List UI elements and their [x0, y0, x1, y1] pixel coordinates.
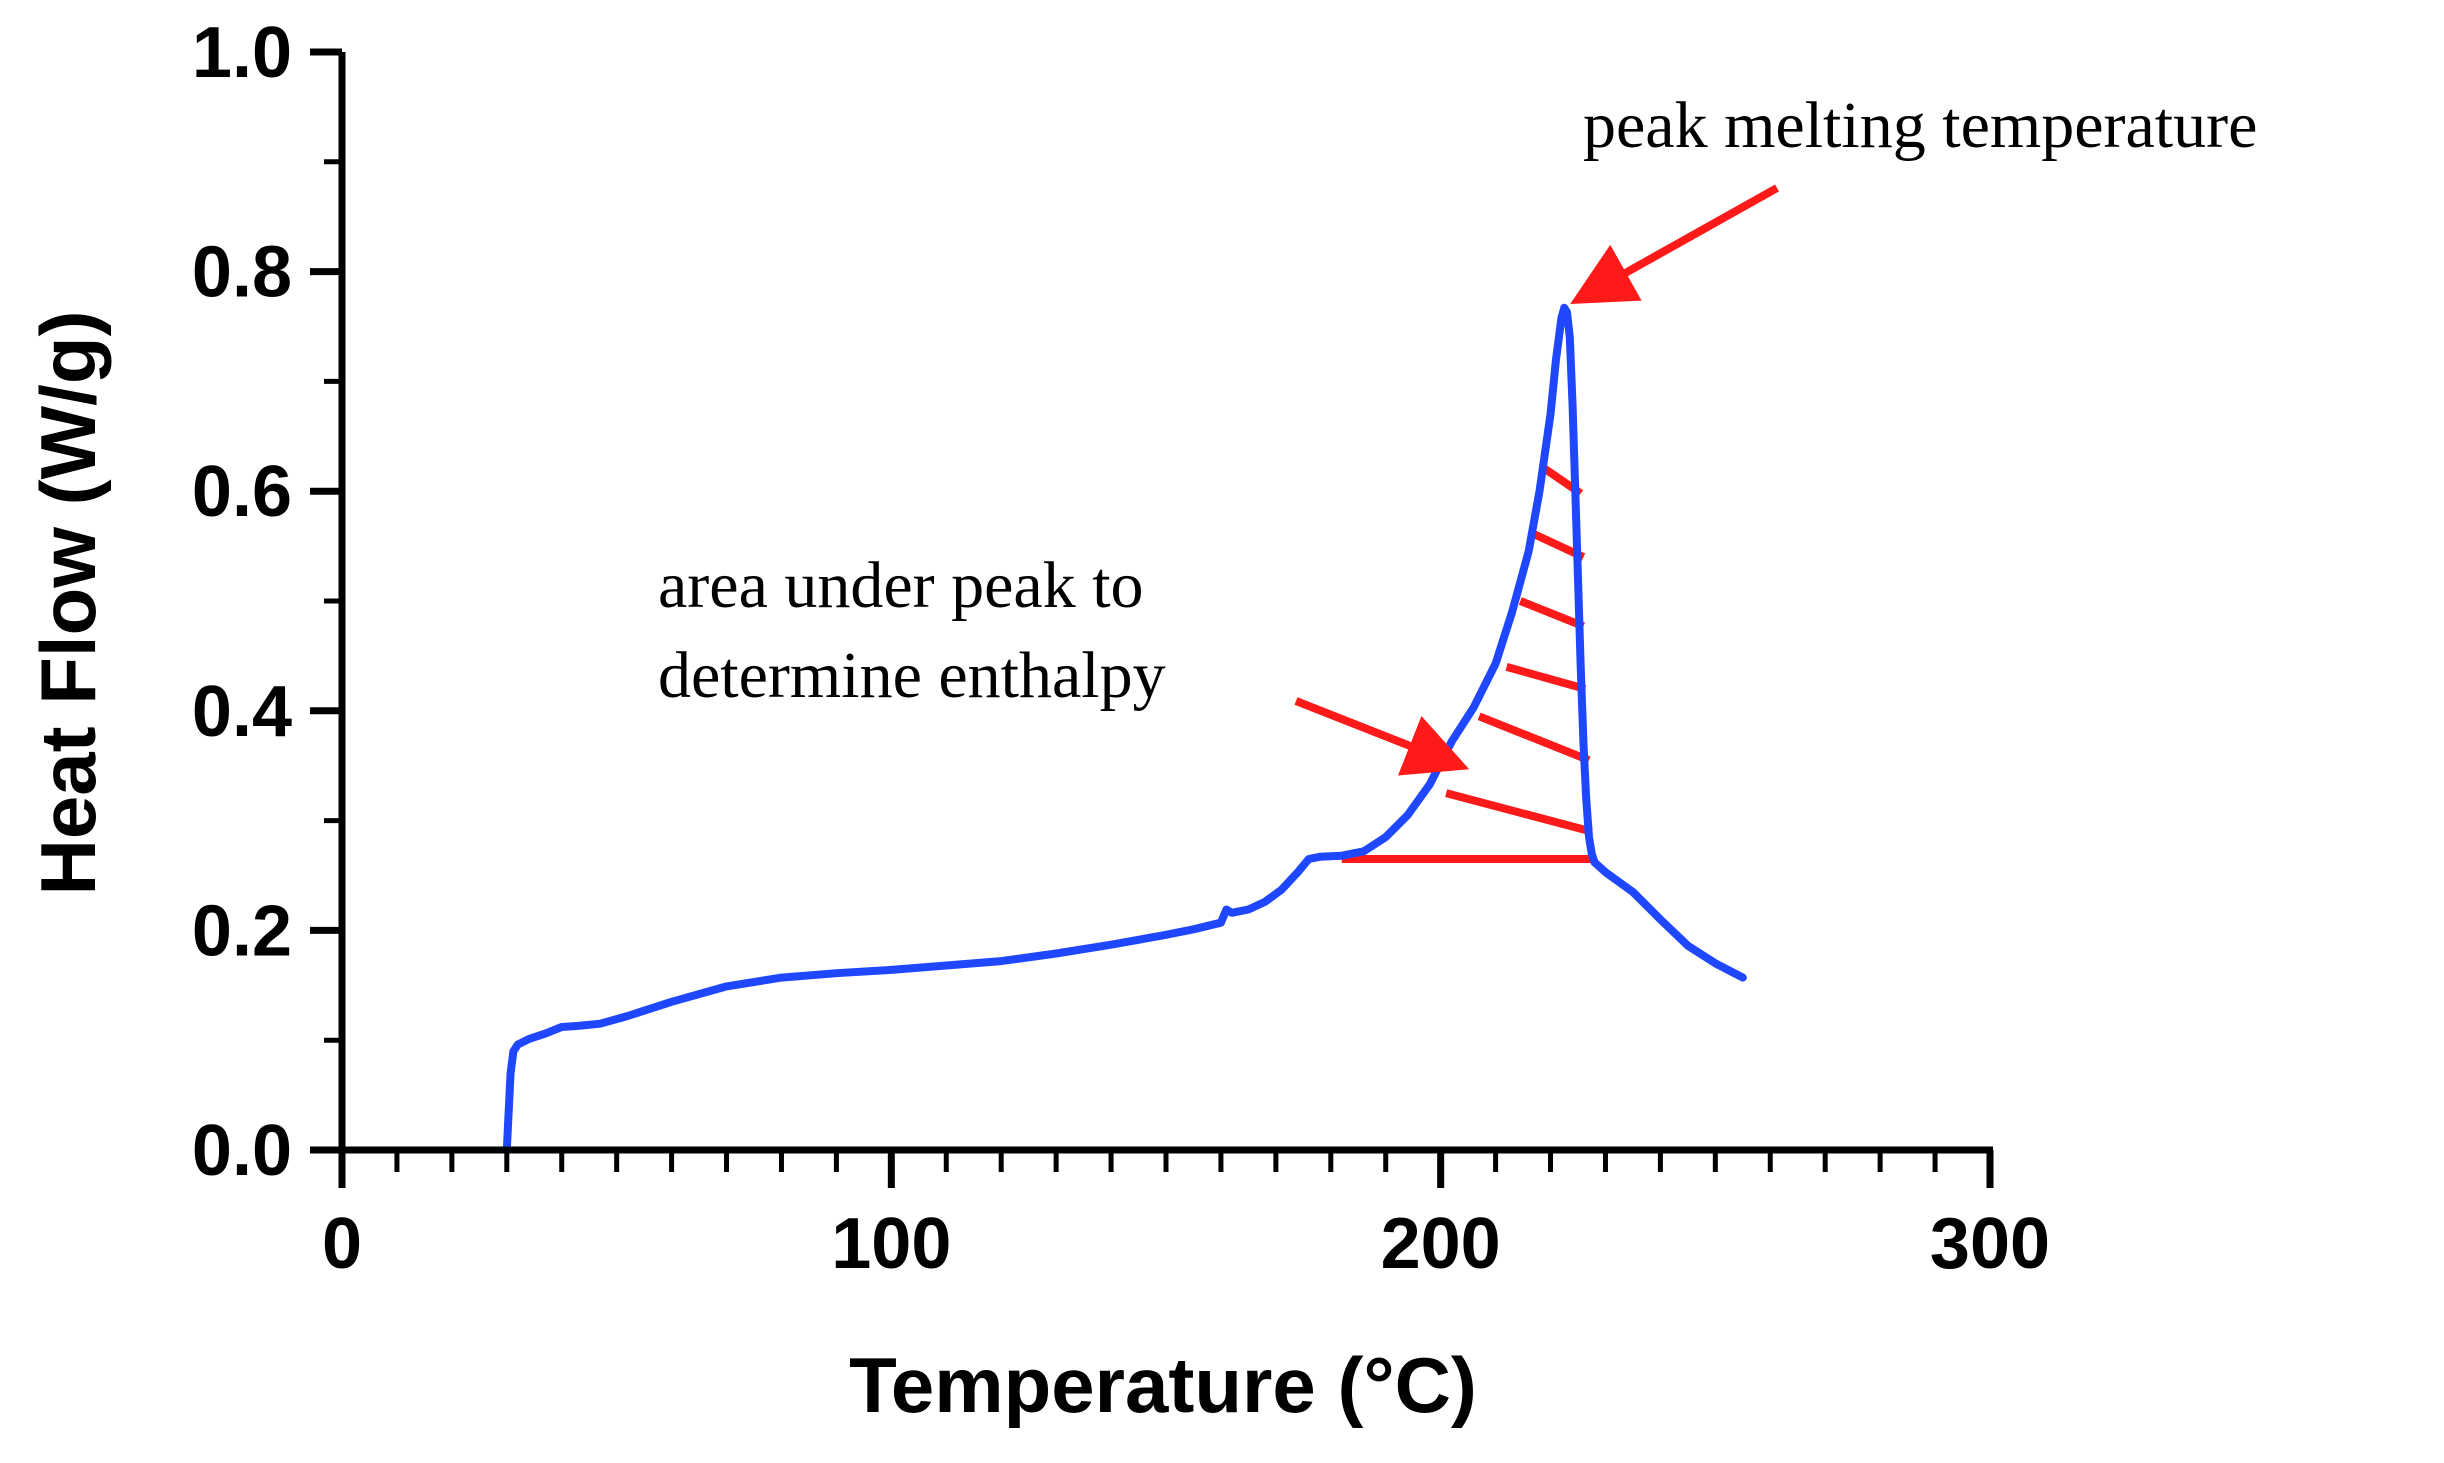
- hatch-line: [1445, 789, 1593, 836]
- enthalpy-hatch-group: [1341, 463, 1595, 864]
- annotation-group: peak melting temperature area under peak …: [658, 89, 2257, 776]
- y-tick-label: 1.0: [192, 13, 292, 93]
- series-group: [502, 303, 1747, 1154]
- y-tick-label: 0.8: [192, 233, 292, 313]
- series-line: [502, 303, 1747, 1154]
- x-tick-label: 100: [831, 1204, 951, 1284]
- x-tick-label: 200: [1381, 1204, 1501, 1284]
- x-tick-label: 300: [1930, 1204, 2050, 1284]
- y-tick-label: 0.6: [192, 452, 292, 532]
- hatch-line: [1505, 663, 1587, 693]
- x-axis-title: Temperature (°C): [849, 1341, 1477, 1429]
- y-tick-label: 0.4: [192, 672, 292, 752]
- annotation-area-label-line: determine enthalpy: [658, 639, 1166, 712]
- y-tick-label: 0.0: [192, 1111, 292, 1191]
- axes-group: [338, 52, 1993, 1154]
- annotation-peak-label: peak melting temperature: [1583, 89, 2257, 162]
- x-tick-label: 0: [322, 1204, 362, 1284]
- y-axis-title: Heat Flow (W/g): [24, 311, 112, 896]
- ticks-group: 0.0 0.2 0.4 0.6 0.8 1.0 0 100 200 300: [192, 13, 2050, 1284]
- annotation-area-label-line: area under peak to: [658, 549, 1144, 622]
- y-tick-label: 0.2: [192, 891, 292, 971]
- annotation-peak-arrow: [1570, 184, 1779, 304]
- hatch-line: [1477, 712, 1591, 764]
- hatch-line: [1518, 597, 1585, 630]
- annotation-area-arrow: [1294, 697, 1470, 776]
